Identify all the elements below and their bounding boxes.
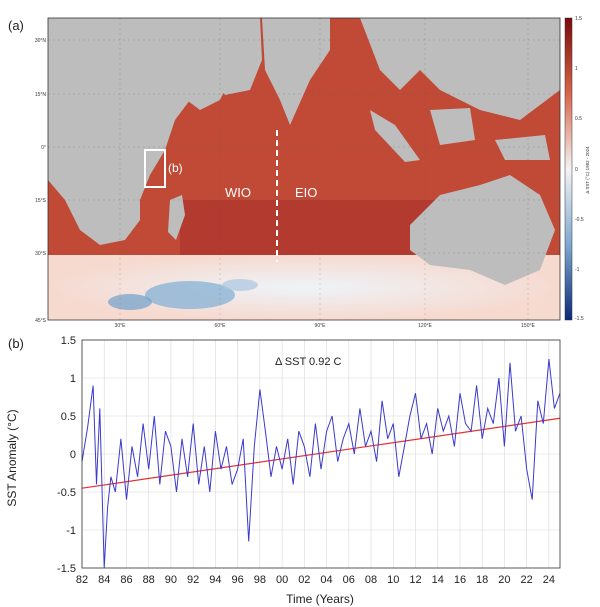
eio-label: EIO — [295, 185, 317, 200]
new-guinea — [495, 135, 550, 160]
lon-tick: 30°E — [115, 323, 127, 329]
lon-tick-labels: 30°E 60°E 90°E 120°E 150°E — [115, 323, 536, 329]
lat-tick-labels: 30°N 15°N 0° 15°S 30°S 45°S — [35, 38, 47, 324]
delta-sst-annotation: Δ SST 0.92 C — [275, 356, 342, 368]
lat-tick: 30°N — [35, 38, 47, 44]
x-tick-label: 82 — [76, 574, 88, 586]
cool-patch — [222, 279, 258, 291]
x-tick-label: 88 — [143, 574, 155, 586]
india — [262, 18, 330, 125]
cool-patch — [145, 281, 235, 309]
colorbar-tick: -0.5 — [575, 217, 584, 223]
lon-tick: 60°E — [215, 323, 227, 329]
land — [48, 18, 560, 285]
x-tick-label: 12 — [409, 574, 421, 586]
madagascar — [168, 195, 185, 240]
wio-label: WIO — [225, 185, 251, 200]
x-tick-labels: 82 84 86 88 90 92 94 96 98 00 02 04 06 08 10 12 14 16 18 20… — [76, 574, 555, 586]
lon-tick: 150°E — [521, 323, 535, 329]
x-tick-label: 90 — [165, 574, 177, 586]
x-tick-label: 92 — [187, 574, 199, 586]
x-axis-label: Time (Years) — [286, 592, 354, 606]
y-tick-label: 0.5 — [61, 411, 76, 423]
x-tick-label: 04 — [320, 574, 332, 586]
x-tick-label: 02 — [298, 574, 310, 586]
sst-map: (b) WIO EIO 30°N 15°N 0° 15°S 30°S 45°S … — [35, 16, 590, 329]
grid — [81, 339, 560, 569]
y-tick-labels: 1.5 1 0.5 0 -0.5 -1 -1.5 — [57, 335, 76, 575]
y-tick-label: 1.5 — [61, 335, 76, 347]
colorbar — [564, 17, 573, 321]
sumatra — [370, 110, 420, 162]
lat-tick: 30°S — [35, 251, 47, 257]
region-b-label: (b) — [168, 161, 183, 175]
x-tick-label: 22 — [521, 574, 533, 586]
map-gridlines — [48, 18, 560, 320]
x-tick-label: 06 — [343, 574, 355, 586]
africa — [48, 18, 262, 245]
arabia — [150, 30, 235, 110]
x-tick-label: 10 — [387, 574, 399, 586]
colorbar-ticks: 1.5 1 0.5 0 -0.5 -1 -1.5 — [575, 16, 584, 322]
y-tick-label: 0 — [70, 449, 76, 461]
sst-timeseries-chart: 82 84 86 88 90 92 94 96 98 00 02 04 06 08 10 12 14 16 18 20… — [5, 335, 561, 606]
lat-tick: 45°S — [35, 318, 47, 324]
lat-tick: 0° — [41, 145, 46, 151]
colorbar-label: Δ SST (°C) 1982 - 2024 — [585, 146, 590, 194]
sst-anomaly-series-line — [81, 358, 561, 569]
x-tick-label: 24 — [543, 574, 555, 586]
trend-layer — [81, 417, 561, 489]
lat-tick: 15°S — [35, 198, 47, 204]
series-layer — [81, 358, 561, 569]
se-asia — [360, 18, 560, 120]
lon-tick: 120°E — [418, 323, 432, 329]
x-tick-label: 20 — [498, 574, 510, 586]
x-tick-label: 98 — [254, 574, 266, 586]
region-b-box — [144, 149, 166, 188]
colorbar-tick: 0.5 — [575, 116, 582, 122]
plot-frame — [81, 339, 561, 569]
x-tick-label: 16 — [454, 574, 466, 586]
y-tick-label: 1 — [70, 373, 76, 385]
colorbar-tick: -1 — [575, 267, 580, 273]
cool-patch — [108, 294, 152, 310]
x-tick-label: 86 — [120, 574, 132, 586]
x-tick-label: 08 — [365, 574, 377, 586]
x-tick-label: 18 — [476, 574, 488, 586]
x-tick-label: 14 — [432, 574, 444, 586]
y-tick-label: -1.5 — [57, 563, 76, 575]
australia — [410, 175, 555, 285]
y-axis-label: SST Anomaly (°C) — [5, 409, 19, 506]
x-tick-label: 00 — [276, 574, 288, 586]
colorbar-tick: 1 — [575, 66, 578, 72]
panel-b-label: (b) — [8, 336, 24, 351]
panel-a-label: (a) — [8, 18, 24, 33]
x-tick-label: 94 — [209, 574, 221, 586]
x-tick-label: 96 — [232, 574, 244, 586]
x-tick-label: 84 — [98, 574, 110, 586]
lat-tick: 15°N — [35, 92, 47, 98]
y-tick-label: -0.5 — [57, 487, 76, 499]
lon-tick: 90°E — [315, 323, 327, 329]
colorbar-tick: 0 — [575, 167, 578, 173]
map-frame — [47, 17, 561, 321]
y-tick-label: -1 — [66, 525, 76, 537]
trend-line — [81, 417, 561, 489]
colorbar-tick: 1.5 — [575, 16, 582, 22]
borneo — [430, 108, 475, 145]
colorbar-tick: -1.5 — [575, 316, 584, 322]
